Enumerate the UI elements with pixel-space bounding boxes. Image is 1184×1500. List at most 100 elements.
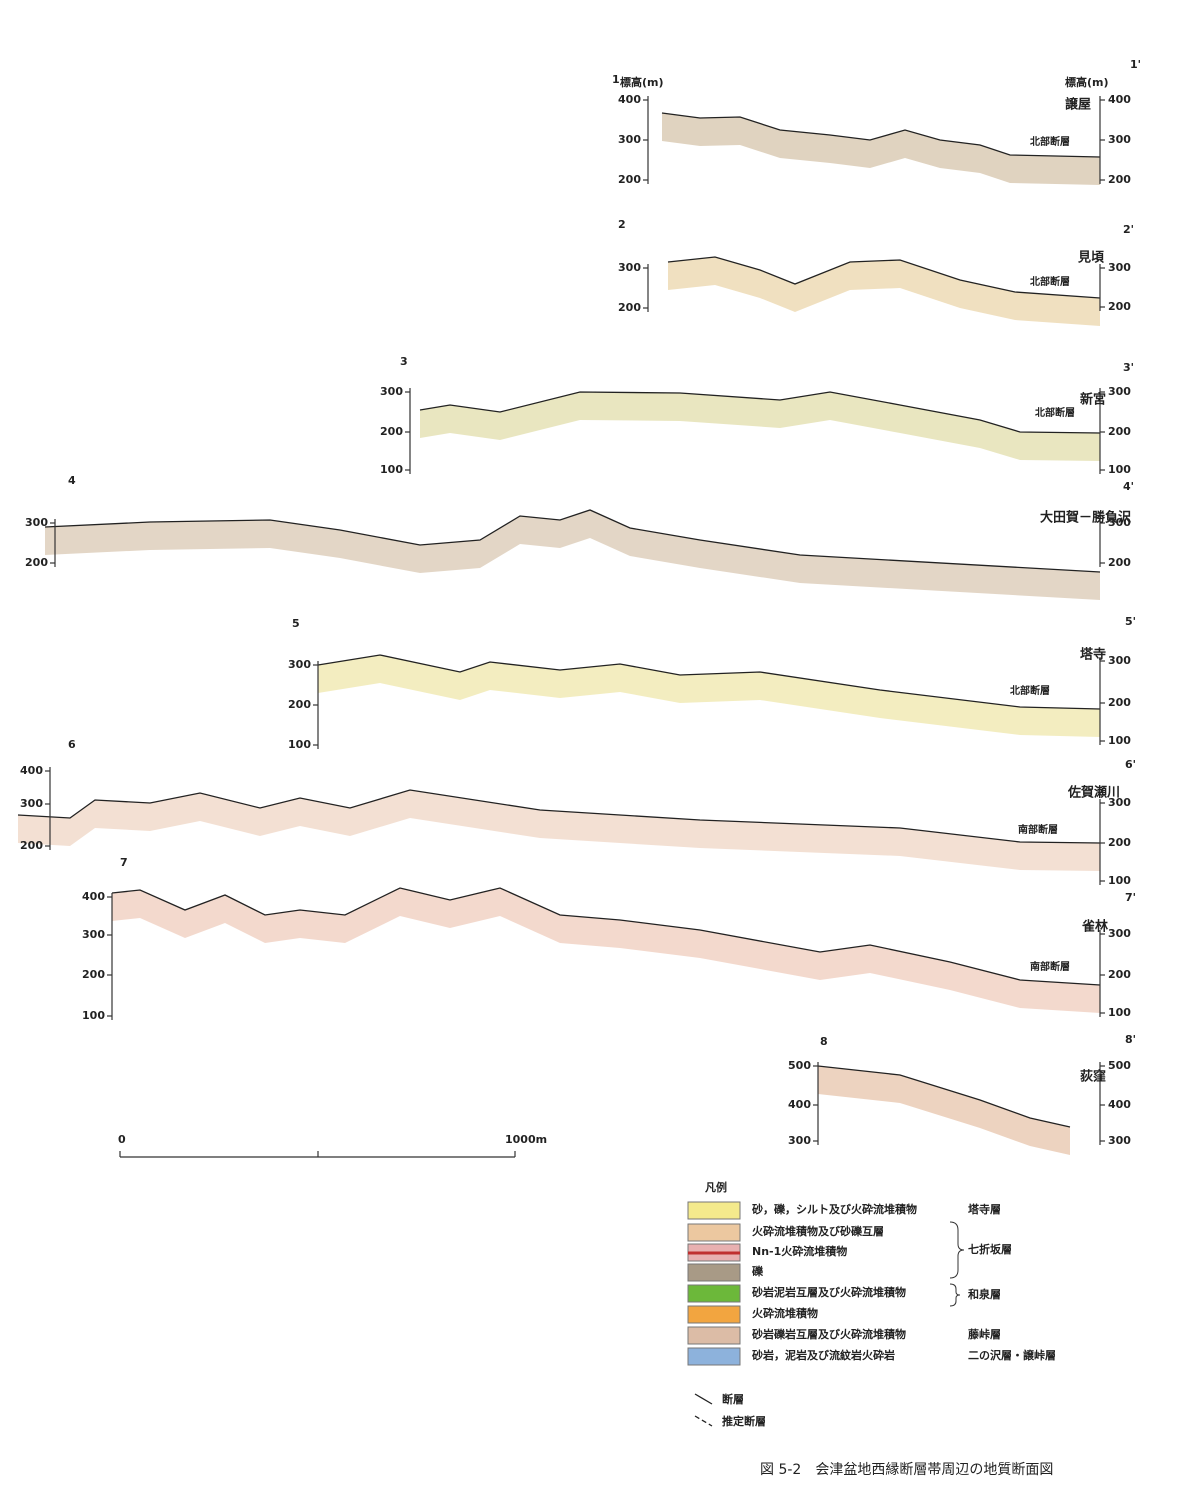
axis-tick-label: 300 [20, 797, 43, 810]
place-name: 譲屋 [1065, 97, 1091, 113]
legend-label: 砂，礫，シルト及び火砕流堆積物 [752, 1202, 917, 1216]
ground-profile [667, 256, 1101, 299]
section-end: 8' [1125, 1033, 1136, 1046]
section-start: 2 [618, 218, 626, 231]
formation-label: 七折坂層 [968, 1242, 1012, 1256]
axis-tick-label: 300 [788, 1134, 811, 1147]
axis-tick-label: 200 [82, 968, 105, 981]
ground-profile [17, 789, 1101, 844]
section-end: 2' [1123, 223, 1134, 236]
axis-tick-label: 400 [20, 764, 43, 777]
caption: 図 5-2 会津盆地西縁断層帯周辺の地質断面図 [760, 1462, 1053, 1478]
axis-tick-label: 200 [1108, 425, 1131, 438]
section-start: 8 [820, 1035, 828, 1048]
axis-tick-label: 200 [1108, 300, 1131, 313]
axis-tick-label: 200 [1108, 968, 1131, 981]
section-start: 1 [612, 73, 620, 86]
place-name: 大田賀－勝負沢 [1040, 510, 1132, 526]
fault-symbol [694, 1393, 713, 1405]
strata [18, 790, 1100, 871]
axis-tick-label: 100 [1108, 463, 1131, 476]
fault-label: 北部断層 [1010, 684, 1050, 697]
formation-label: 塔寺層 [968, 1202, 1001, 1216]
ground-profile [817, 1065, 1071, 1128]
axis-tick-label: 200 [1108, 836, 1131, 849]
ground-profile [317, 654, 1101, 710]
ground-profile [44, 509, 1101, 573]
axis-tick-label: 400 [82, 890, 105, 903]
axis-tick-label: 300 [1108, 654, 1131, 667]
strata [112, 888, 1100, 1013]
axis-tick-label: 300 [380, 385, 403, 398]
axis-tick-label: 100 [1108, 734, 1131, 747]
axis-tick-label: 300 [82, 928, 105, 941]
legend-swatch [687, 1223, 741, 1242]
axis-tick-label: 200 [20, 839, 43, 852]
axis-tick-label: 200 [380, 425, 403, 438]
axis-tick-label: 300 [1108, 1134, 1131, 1147]
axis-tick-label: 100 [1108, 874, 1131, 887]
axis-tick-label: 400 [1108, 93, 1131, 106]
axis-tick-label: 300 [1108, 516, 1131, 529]
formation-label: 二の沢層・譲峠層 [968, 1348, 1056, 1362]
axis-tick-label: 300 [1108, 133, 1131, 146]
brace [949, 1221, 965, 1279]
place-name: 雀林 [1081, 919, 1108, 935]
axis-tick-label: 500 [1108, 1059, 1131, 1072]
section-start: 4 [68, 474, 76, 487]
axis-tick-label: 300 [618, 261, 641, 274]
ground-profile [419, 391, 1101, 434]
legend-label: 砂岩泥岩互層及び火砕流堆積物 [752, 1285, 906, 1299]
strata [662, 113, 1100, 185]
fault-symbol [694, 1415, 713, 1427]
legend-title: 凡例 [705, 1180, 727, 1194]
fault-label: 南部断層 [1030, 960, 1070, 973]
fault-label: 南部断層 [1018, 823, 1058, 836]
axis-tick-label: 300 [25, 516, 48, 529]
legend-label: 礫 [752, 1264, 764, 1278]
axis-tick-label: 400 [1108, 1098, 1131, 1111]
legend-swatch [687, 1347, 741, 1366]
strata [318, 655, 1100, 737]
section-start: 3 [400, 355, 408, 368]
strata [420, 392, 1100, 461]
axis-tick-label: 300 [1108, 261, 1131, 274]
axis-tick-label: 200 [25, 556, 48, 569]
ground-profile [111, 887, 1101, 986]
axis-tick-label: 100 [82, 1009, 105, 1022]
section-end: 5' [1125, 615, 1136, 628]
axis-tick-label: 300 [1108, 385, 1131, 398]
section-start: 7 [120, 856, 128, 869]
fault-label: 北部断層 [1035, 406, 1075, 419]
legend-label: 砂岩礫岩互層及び火砕流堆積物 [752, 1327, 906, 1341]
fault-label: 北部断層 [1030, 135, 1070, 148]
axis-tick-label: 300 [288, 658, 311, 671]
fault-legend-label: 推定断層 [722, 1414, 766, 1428]
legend-swatch [687, 1284, 741, 1303]
strata [45, 510, 1100, 600]
axis-title: 標高(m) [1065, 75, 1109, 89]
axis-tick-label: 300 [1108, 927, 1131, 940]
section-end: 6' [1125, 758, 1136, 771]
section-end: 4' [1123, 480, 1134, 493]
legend-label: 火砕流堆積物 [752, 1306, 818, 1320]
axis-tick-label: 400 [788, 1098, 811, 1111]
strata [818, 1066, 1070, 1155]
legend-label: Nn-1火砕流堆積物 [752, 1244, 847, 1258]
axis-tick-label: 200 [618, 301, 641, 314]
strata [668, 257, 1100, 326]
place-name: 佐賀瀬川 [1067, 785, 1120, 801]
section-end: 7' [1125, 891, 1136, 904]
brace [949, 1283, 961, 1307]
axis-tick-label: 200 [1108, 556, 1131, 569]
legend-label: 火砕流堆積物及び砂礫互層 [752, 1224, 884, 1238]
place-name: 見頃 [1077, 251, 1105, 266]
axis-tick-label: 400 [618, 93, 641, 106]
section-start: 5 [292, 617, 300, 630]
fault-legend-label: 断層 [722, 1392, 744, 1406]
legend-swatch [687, 1326, 741, 1345]
place-name: 荻窪 [1080, 1069, 1106, 1085]
section-end: 3' [1123, 361, 1134, 374]
axis-tick-label: 100 [288, 738, 311, 751]
